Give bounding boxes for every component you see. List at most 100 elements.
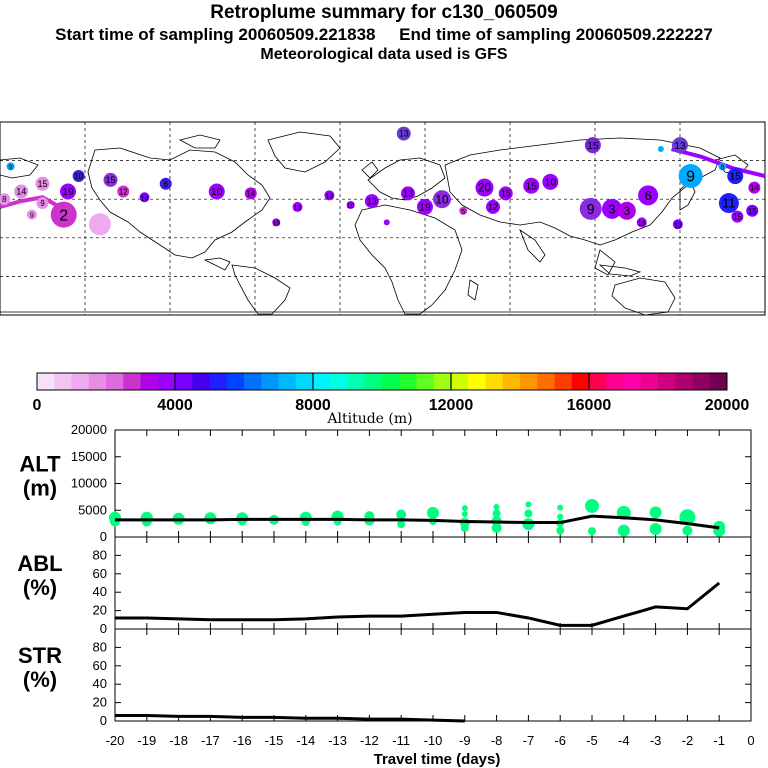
x-tick-label: -2 xyxy=(682,733,694,748)
plume-marker-label: 10 xyxy=(211,187,223,198)
plume-marker xyxy=(459,206,468,215)
plume-marker xyxy=(35,176,50,191)
panel-ylabel: ALT xyxy=(19,452,61,477)
plume-marker xyxy=(718,162,727,171)
colorbar-cell xyxy=(175,373,193,390)
colorbar-tick-label: 8000 xyxy=(295,397,331,414)
panel-alt: 0 5000 10000 15000 20000 ALT(m) xyxy=(19,422,752,544)
panel-abl: 0 20 40 60 80 ABL(%) xyxy=(17,536,752,636)
plume-marker-label: 9 xyxy=(9,164,13,171)
plume-marker-label: 5 xyxy=(461,209,465,216)
y-tick-label: 0 xyxy=(100,529,107,544)
plume-marker xyxy=(523,177,540,194)
plume-marker xyxy=(584,137,601,154)
plume-marker-label: 10 xyxy=(347,203,355,210)
plume-marker-label: 15 xyxy=(733,213,742,222)
plume-markers: 13 15 13 9 10 15 6 12 19 14 10 14 13 13 13 13 10 20 15 15 10… xyxy=(0,126,761,236)
x-tick-label: -5 xyxy=(586,733,598,748)
plume-marker-label: 19 xyxy=(62,187,74,198)
plume-marker-label: 15 xyxy=(525,181,537,192)
colorbar-cell xyxy=(416,373,435,390)
plume-marker-label: 19 xyxy=(419,203,431,214)
x-tick-label: -4 xyxy=(618,733,630,748)
x-axis-label: Travel time (days) xyxy=(374,751,501,768)
plume-marker xyxy=(475,178,494,197)
colorbar-cell xyxy=(606,373,624,390)
colorbar-cell xyxy=(433,373,452,390)
plume-marker xyxy=(159,177,172,190)
altitude-point xyxy=(492,509,501,518)
plume-marker-label: 10 xyxy=(545,177,557,188)
y-tick-label: 40 xyxy=(93,584,107,599)
altitude-point xyxy=(588,527,596,536)
x-tick-label: -6 xyxy=(554,733,566,748)
altitude-point xyxy=(557,504,564,511)
colorbar-cell xyxy=(88,373,107,390)
colorbar-cell xyxy=(330,373,348,390)
altitude-point xyxy=(649,506,662,519)
altitude-point xyxy=(493,504,500,511)
plume-marker xyxy=(292,201,303,212)
y-tick-label: 80 xyxy=(93,547,107,562)
x-tick-label: -19 xyxy=(137,733,156,748)
altitude-point xyxy=(524,509,533,518)
altitude-point xyxy=(525,501,532,508)
plume-tracks xyxy=(0,147,766,209)
plume-marker xyxy=(396,126,411,141)
colorbar-cell xyxy=(451,373,469,390)
x-tick-label: -8 xyxy=(491,733,503,748)
colorbar-tick-label: 12000 xyxy=(429,397,474,414)
plume-marker-label: 8 xyxy=(721,164,725,171)
plume-marker-label: 13 xyxy=(674,222,682,229)
colorbar-cell xyxy=(244,373,262,390)
altitude-point xyxy=(557,513,564,520)
altitude-point xyxy=(141,516,152,527)
y-tick-label: 60 xyxy=(93,658,107,673)
plume-marker xyxy=(401,186,415,201)
plume-marker-label: 20 xyxy=(478,182,492,195)
colorbar-cell xyxy=(554,373,573,390)
plume-marker xyxy=(272,218,281,227)
plume-marker xyxy=(727,168,744,185)
plume-marker-label: 13 xyxy=(403,189,413,199)
meteorological-data-note: Meteorological data used is GFS xyxy=(260,46,508,63)
colorbar-cell xyxy=(692,373,711,390)
plume-marker-label: 11 xyxy=(722,196,736,211)
plume-marker xyxy=(638,185,659,206)
colorbar-cell xyxy=(675,373,693,390)
colorbar-tick-label: 16000 xyxy=(567,397,612,414)
altitude-point xyxy=(461,510,468,517)
x-tick-label: -3 xyxy=(650,733,662,748)
plume-marker xyxy=(617,201,636,220)
plume-marker-label: 10 xyxy=(74,172,83,181)
altitude-point xyxy=(110,516,120,527)
plume-marker-label: 15 xyxy=(37,179,47,189)
colorbar-tick-label: 0 xyxy=(33,397,42,414)
colorbar-tick-label: 4000 xyxy=(157,397,193,414)
altitude-colorbar: 0 4000 8000 12000 16000 20000 Altitude (m) xyxy=(33,372,750,427)
x-tick-label: -15 xyxy=(265,733,284,748)
panel-ylabel: (m) xyxy=(23,476,57,501)
str-line xyxy=(115,713,465,723)
x-tick-label: -11 xyxy=(392,733,410,748)
plume-marker-label: 13 xyxy=(367,196,377,206)
plume-marker xyxy=(26,209,37,220)
colorbar-cell xyxy=(313,373,331,390)
plume-marker-label: 8 xyxy=(2,195,6,204)
y-tick-label: 20 xyxy=(93,603,107,618)
colorbar-cell xyxy=(502,373,521,390)
plume-marker-label: 9 xyxy=(587,202,595,218)
x-tick-label: -12 xyxy=(360,733,379,748)
x-tick-label: -17 xyxy=(201,733,220,748)
world-map: 13 15 13 9 10 15 6 12 19 14 10 14 13 13 13 13 10 20 15 15 10… xyxy=(0,121,766,316)
colorbar-cell xyxy=(640,373,659,390)
plume-marker-label: 15 xyxy=(748,207,757,216)
plume-marker xyxy=(244,187,257,200)
y-tick-label: 80 xyxy=(93,639,107,654)
y-tick-label: 10000 xyxy=(71,476,107,491)
altitude-point xyxy=(649,522,662,535)
x-tick-label: -14 xyxy=(296,733,315,748)
plume-marker xyxy=(72,170,85,183)
colorbar-tick-label: 20000 xyxy=(705,397,750,414)
plume-marker xyxy=(14,184,29,199)
